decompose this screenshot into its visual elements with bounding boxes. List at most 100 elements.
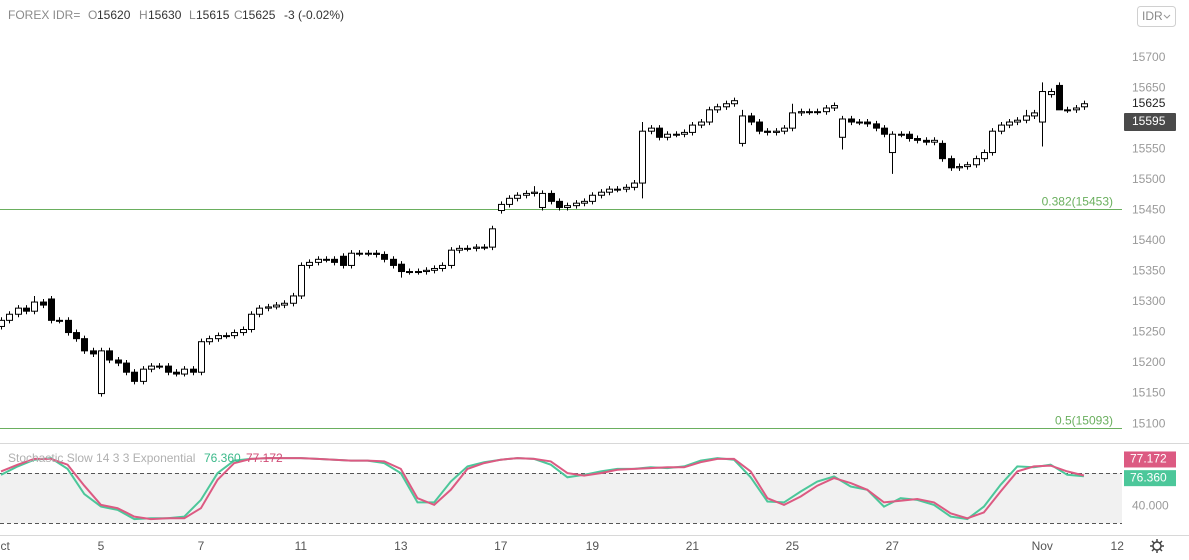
ohlc-value: 15620: [97, 8, 131, 22]
x-tick-label: 21: [686, 539, 700, 553]
price-tag-label: 15625: [1132, 96, 1166, 110]
y-tick-label: 15350: [1132, 264, 1166, 278]
candle-body: [1056, 84, 1063, 111]
candle-body: [981, 152, 988, 160]
candle-body: [56, 319, 63, 322]
candle-body: [365, 252, 372, 255]
ohlc-value: 15625: [242, 8, 276, 22]
candle-body: [464, 247, 471, 250]
candle-body: [789, 112, 796, 129]
candle-body: [673, 133, 680, 136]
candle-body: [98, 350, 105, 395]
candle-body: [589, 194, 596, 202]
candle-body: [939, 142, 946, 160]
ohlc-label: H: [139, 8, 148, 22]
candle-body: [531, 191, 538, 194]
y-tick-label: 40.000: [1132, 499, 1169, 513]
candle-body: [731, 100, 738, 105]
x-tick-label: 19: [586, 539, 600, 553]
candle-body: [798, 111, 805, 114]
candle-body: [215, 335, 222, 340]
candle-body: [923, 139, 930, 143]
candle-body: [706, 109, 713, 123]
stochastic-line: [0, 457, 1085, 521]
y-tick-label: 15300: [1132, 294, 1166, 308]
x-tick-label: 11: [295, 539, 308, 553]
y-tick-label: 15100: [1132, 416, 1166, 430]
currency-label[interactable]: IDR: [1142, 9, 1163, 23]
ohlc-label: C: [234, 8, 243, 22]
price-plot: [0, 82, 1122, 429]
candle-body: [556, 200, 563, 208]
price-tag-label: 15595: [1132, 114, 1166, 128]
candle-body: [240, 329, 247, 334]
candle-body: [281, 302, 288, 306]
candle-body: [398, 263, 405, 273]
candle-body: [390, 258, 397, 266]
currency-button[interactable]: IDR: [1137, 6, 1176, 27]
dropdown-caret[interactable]: [1163, 14, 1171, 19]
candle-body: [1064, 109, 1071, 112]
indicator-value: 76.360: [204, 451, 241, 465]
currency-button-frame[interactable]: [1137, 6, 1176, 27]
candle-body: [998, 124, 1005, 132]
candle-body: [689, 124, 696, 133]
ohlc-value: 15630: [148, 8, 182, 22]
candle-body: [581, 200, 588, 204]
candle-body: [656, 127, 663, 138]
candle-body: [140, 368, 147, 382]
ohlc-label: L: [189, 8, 196, 22]
x-tick-label: ct: [0, 539, 10, 553]
candle-body: [256, 307, 263, 315]
x-tick-label: Nov: [1032, 539, 1053, 553]
stochastic-plot: [0, 457, 1122, 524]
candle-body: [181, 368, 188, 375]
candle-body: [914, 138, 921, 141]
candle-body: [864, 121, 871, 125]
stochastic-band: [0, 473, 1122, 524]
x-tick-label: 25: [786, 539, 800, 553]
indicator-tag-label: 76.360: [1130, 470, 1167, 484]
candle-body: [1006, 121, 1013, 126]
candle-body: [331, 258, 338, 263]
x-tick-label: 7: [198, 539, 205, 553]
candle-body: [748, 115, 755, 123]
candle-body: [0, 319, 5, 327]
candle-body: [315, 258, 322, 263]
candle-body: [489, 228, 496, 248]
candle-body: [381, 253, 388, 260]
candle-body: [298, 264, 305, 297]
settings-button[interactable]: [1150, 539, 1164, 553]
y-tick-label: 15250: [1132, 325, 1166, 339]
indicator-tag: [1124, 470, 1176, 487]
candle-body: [31, 301, 38, 312]
candle-body: [173, 371, 180, 375]
candle-body: [639, 130, 646, 184]
candle-body: [1048, 91, 1055, 96]
price-tag: [1124, 94, 1176, 113]
candle-body: [623, 186, 630, 190]
change: -3 (-0.02%): [284, 8, 344, 22]
candle-body: [989, 130, 996, 154]
candle-body: [65, 319, 72, 334]
y-tick-label: 15200: [1132, 355, 1166, 369]
candle-body: [564, 205, 571, 208]
candle-body: [6, 313, 13, 321]
y-tick-label: 15650: [1132, 81, 1166, 95]
candle-body: [756, 121, 763, 132]
y-tick-label: 15150: [1132, 386, 1166, 400]
y-tick-label: 15500: [1132, 172, 1166, 186]
indicator-tag: [1124, 451, 1176, 468]
stochastic-line: [0, 457, 1084, 521]
candle-body: [323, 258, 330, 261]
candle-body: [681, 131, 688, 135]
candle-body: [948, 158, 955, 169]
candle-body: [115, 359, 122, 364]
indicator-value: 77.172: [246, 451, 283, 465]
candle-body: [498, 203, 505, 212]
candle-body: [156, 365, 163, 368]
candle-body: [131, 371, 138, 382]
settings-icon-teeth[interactable]: [1150, 539, 1164, 553]
candle-body: [23, 307, 30, 312]
